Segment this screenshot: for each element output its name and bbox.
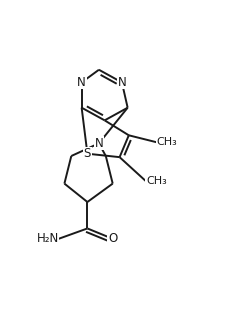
Text: CH₃: CH₃ — [156, 137, 176, 147]
Text: N: N — [77, 76, 86, 89]
Text: N: N — [117, 76, 126, 89]
Text: S: S — [83, 147, 91, 160]
Text: H₂N: H₂N — [36, 232, 58, 245]
Text: CH₃: CH₃ — [145, 176, 166, 186]
Text: O: O — [108, 232, 117, 245]
Text: N: N — [94, 137, 103, 150]
